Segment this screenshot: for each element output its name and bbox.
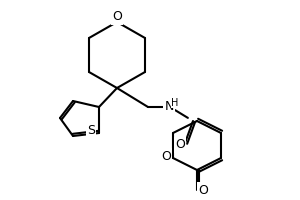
Text: O: O [175,138,185,152]
Text: O: O [198,184,208,196]
Text: N: N [164,100,174,114]
Text: H: H [171,98,179,108]
Text: O: O [161,150,171,162]
Text: O: O [112,10,122,23]
Text: S: S [87,124,95,138]
